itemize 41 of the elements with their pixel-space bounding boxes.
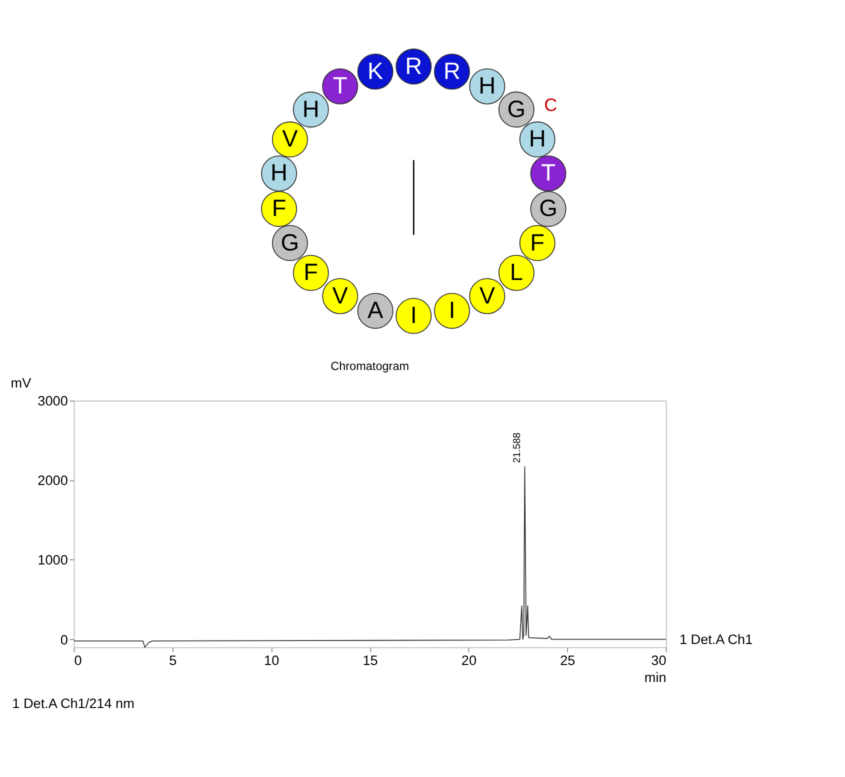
category-label: L [510,259,523,286]
category-label: H [270,160,288,186]
category-label: F [272,195,286,222]
category-label: K [367,58,384,84]
category-label: H [478,72,496,99]
y-tick-label: 2000 [38,473,68,488]
category-label: A [367,297,384,324]
category-label: F [304,259,318,286]
category-label: G [280,229,300,256]
chart-title: Chromatogram [330,360,410,373]
category-label: R [405,52,422,79]
x-tick-label: 30 [651,652,667,668]
category-label: R [443,58,460,84]
category-label: G [507,96,526,122]
category-label: T [541,160,556,186]
text: 1 Det.A Ch1/214 nm [12,696,134,711]
category-label: V [282,126,298,152]
x-tick-label: 10 [264,652,280,668]
x-tick-label: 20 [461,652,477,668]
annotation: 21.588 [512,432,524,464]
y-tick-label: 1000 [38,552,68,568]
category-label: G [539,195,558,222]
text: 1 Det.A Ch1 [679,632,753,647]
text: C [544,94,558,115]
y-tick-label: 3000 [38,394,68,409]
category-label: F [530,229,545,256]
category-label: V [479,282,496,308]
x-tick-label: 15 [362,652,378,668]
category-label: I [448,297,456,324]
x-tick-label: 5 [169,652,177,668]
category-label: T [332,72,348,99]
category-label: H [528,126,546,152]
line-series [73,466,666,648]
x-axis-title: min [644,670,666,686]
category-label: I [410,302,417,328]
category-label: H [302,96,320,122]
y-tick-label: 0 [60,632,68,648]
y-axis-title: mV [10,376,32,390]
x-tick-label: 0 [74,652,82,668]
category-label: V [332,282,348,308]
x-tick-label: 25 [560,652,576,668]
